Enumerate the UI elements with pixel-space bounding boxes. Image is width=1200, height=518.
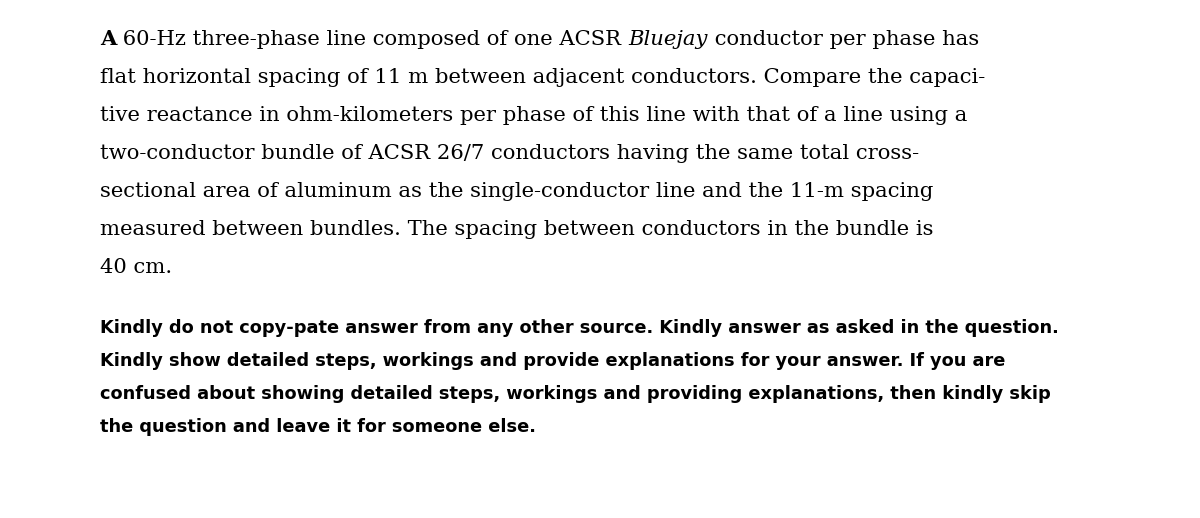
- Text: Bluejay: Bluejay: [628, 30, 708, 49]
- Text: the question and leave it for someone else.: the question and leave it for someone el…: [100, 418, 536, 436]
- Text: measured between bundles. The spacing between conductors in the bundle is: measured between bundles. The spacing be…: [100, 220, 934, 239]
- Text: Kindly do not copy-pate answer from any other source. Kindly answer as asked in : Kindly do not copy-pate answer from any …: [100, 319, 1058, 337]
- Text: 60-Hz three-phase line composed of one ACSR: 60-Hz three-phase line composed of one A…: [116, 30, 628, 49]
- Text: confused about showing detailed steps, workings and providing explanations, then: confused about showing detailed steps, w…: [100, 385, 1051, 403]
- Text: flat horizontal spacing of 11 m between adjacent conductors. Compare the capaci-: flat horizontal spacing of 11 m between …: [100, 68, 985, 87]
- Text: sectional area of aluminum as the single-conductor line and the 11-m spacing: sectional area of aluminum as the single…: [100, 182, 934, 201]
- Text: 40 cm.: 40 cm.: [100, 258, 172, 277]
- Text: two-conductor bundle of ACSR 26/7 conductors having the same total cross-: two-conductor bundle of ACSR 26/7 conduc…: [100, 144, 919, 163]
- Text: A: A: [100, 29, 116, 49]
- Text: tive reactance in ohm-kilometers per phase of this line with that of a line usin: tive reactance in ohm-kilometers per pha…: [100, 106, 967, 125]
- Text: Kindly show detailed steps, workings and provide explanations for your answer. I: Kindly show detailed steps, workings and…: [100, 352, 1006, 370]
- Text: conductor per phase has: conductor per phase has: [708, 30, 979, 49]
